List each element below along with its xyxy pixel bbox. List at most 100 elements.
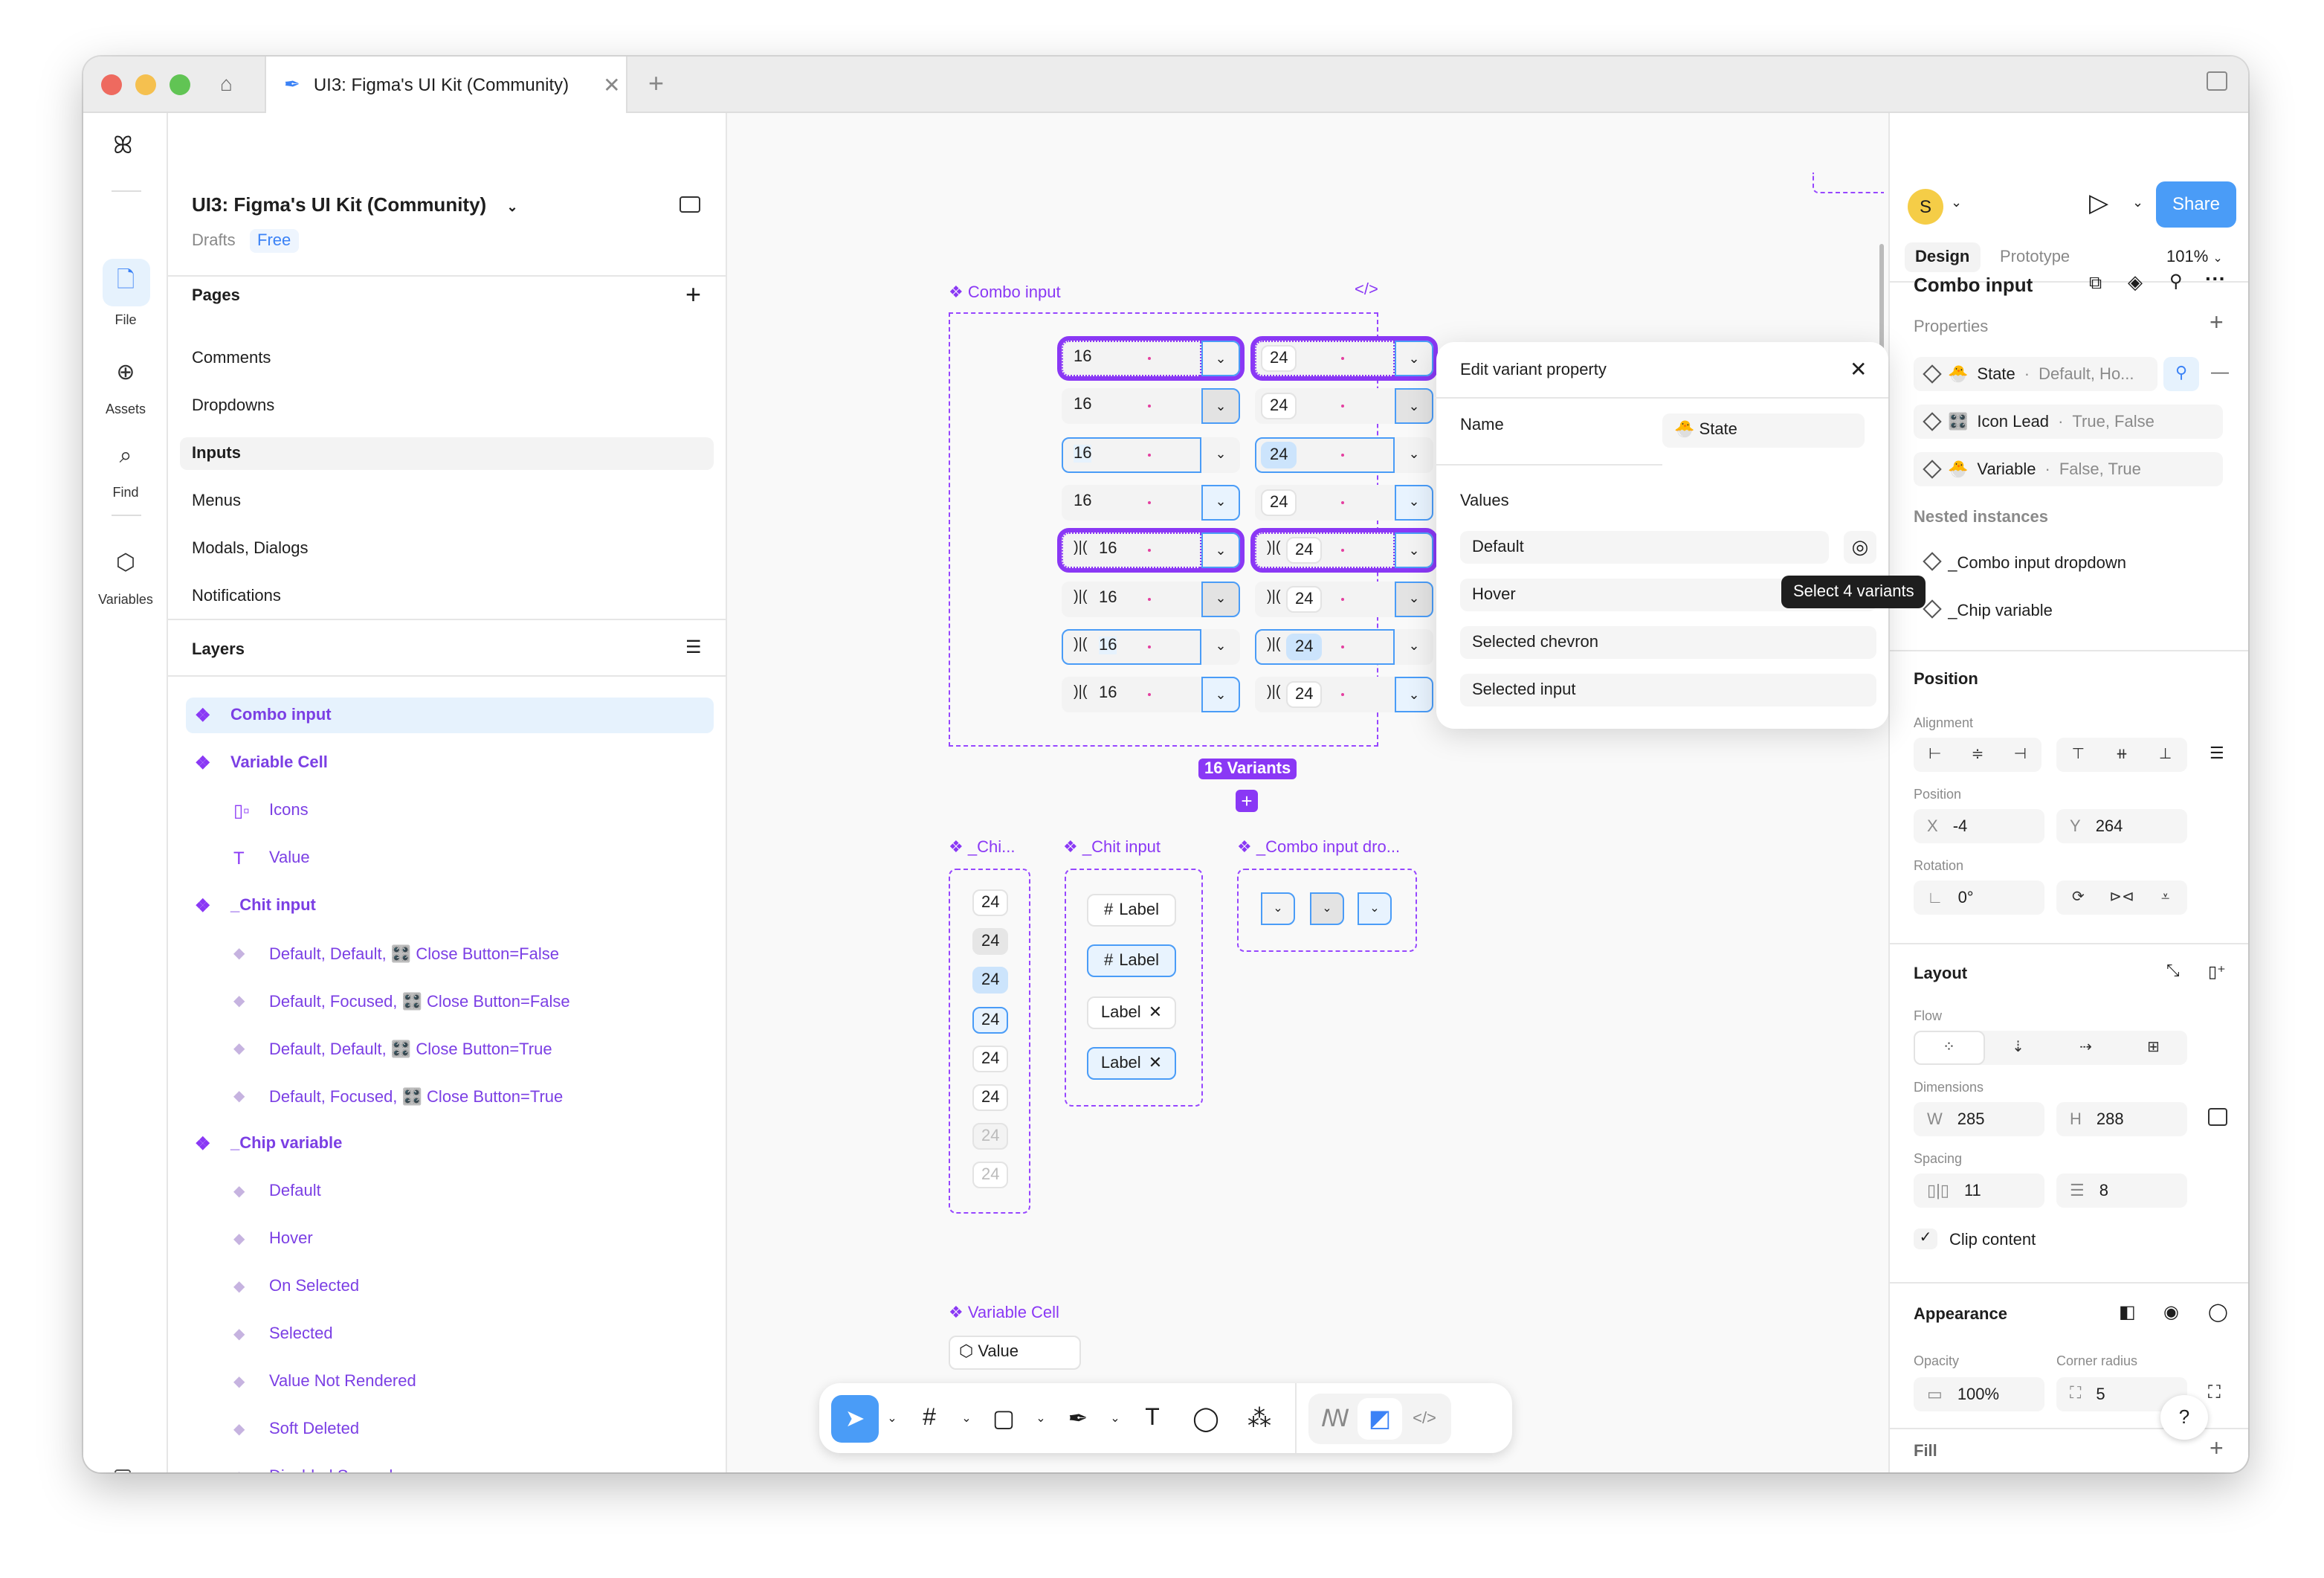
edit-property-icon[interactable]: ⚲ bbox=[2163, 357, 2199, 391]
chevron-down-icon[interactable]: ⌄ bbox=[1215, 446, 1227, 462]
file-tab[interactable]: ✒ UI3: Figma's UI Kit (Community) ✕ bbox=[265, 57, 627, 113]
combo-input-instance[interactable]: 24 ⌄ bbox=[1250, 336, 1438, 381]
combo-input-frame-label[interactable]: ❖ Combo input bbox=[949, 284, 1061, 302]
horizontal-gap-input[interactable]: ▯|▯ 11 bbox=[1914, 1173, 2044, 1208]
combo-input-instance[interactable]: 24 ⌄ bbox=[1255, 437, 1433, 473]
x-input[interactable]: X -4 bbox=[1914, 809, 2044, 843]
combo-input-instance[interactable]: )|(16 ⌄ bbox=[1057, 528, 1245, 573]
layer-item[interactable]: ◆ On Selected bbox=[186, 1269, 714, 1304]
chevron-down-icon[interactable]: ⌄ bbox=[1395, 484, 1433, 521]
chevron-down-icon[interactable]: ⌄ bbox=[1201, 388, 1240, 425]
pen-tool-icon[interactable]: ✒ bbox=[1068, 1406, 1088, 1432]
add-property-icon[interactable]: + bbox=[2210, 311, 2224, 336]
share-button[interactable]: Share bbox=[2156, 181, 2236, 228]
adjust-icon[interactable]: ⚲ bbox=[2169, 271, 2183, 292]
chip-variable-instance[interactable]: 24 bbox=[972, 1162, 1009, 1189]
layer-item[interactable]: ❖ _Chit input bbox=[186, 888, 714, 924]
variants-badge[interactable]: 16 Variants bbox=[1198, 759, 1297, 779]
chevron-down-icon[interactable]: ⌄ bbox=[961, 1411, 972, 1425]
property-icon-lead[interactable]: 🎛️ Icon Lead · True, False bbox=[1914, 405, 2223, 439]
chip-variable-instance[interactable]: 24 bbox=[972, 1084, 1009, 1111]
chevron-down-icon[interactable]: ⌄ bbox=[1395, 532, 1433, 569]
chevron-down-icon[interactable]: ⌄ bbox=[1201, 484, 1240, 521]
chevron-down-icon[interactable]: ⌄ bbox=[1951, 195, 1963, 210]
rail-item-assets[interactable]: ⊕ Assets bbox=[83, 348, 168, 416]
code-icon[interactable]: </> bbox=[1355, 281, 1378, 299]
property-state[interactable]: 🐣 State · Default, Ho... bbox=[1914, 357, 2157, 391]
layer-item[interactable]: ◆ Default bbox=[186, 1173, 714, 1209]
layer-item[interactable]: ◆ Hover bbox=[186, 1221, 714, 1257]
combo-input-instance[interactable]: )|(16 ⌄ bbox=[1062, 581, 1240, 616]
transform-buttons[interactable]: ⟳ ⊳⊲ ⩡ bbox=[2056, 880, 2187, 915]
width-input[interactable]: W 285 bbox=[1914, 1102, 2044, 1136]
chit-input-label[interactable]: ❖ _Chit input bbox=[1063, 839, 1161, 857]
page-item[interactable]: Notifications bbox=[192, 587, 281, 605]
plan-badge[interactable]: Free bbox=[250, 229, 299, 253]
variable-cell[interactable]: ⬡ Value bbox=[949, 1336, 1081, 1370]
help-button[interactable]: ? bbox=[2160, 1395, 2208, 1440]
chevron-down-icon[interactable]: ⌄ bbox=[1201, 677, 1240, 713]
variable-mode-icon[interactable]: ◧ bbox=[2119, 1301, 2136, 1322]
close-icon[interactable]: ✕ bbox=[1850, 357, 1868, 381]
input-area[interactable] bbox=[1255, 532, 1395, 569]
page-item[interactable]: Dropdowns bbox=[192, 397, 275, 415]
layer-item[interactable]: ◆ Disabled Secondary bbox=[186, 1459, 714, 1472]
vertical-gap-input[interactable]: ☰ 8 bbox=[2056, 1173, 2187, 1208]
combo-input-instance[interactable]: )|(24 ⌄ bbox=[1255, 677, 1433, 713]
file-title[interactable]: UI3: Figma's UI Kit (Community) ⌄ bbox=[192, 193, 518, 216]
y-input[interactable]: Y 264 bbox=[2056, 809, 2187, 843]
vertical-scrollbar[interactable] bbox=[1879, 244, 1884, 400]
rail-item-file[interactable]: 🗋 File bbox=[83, 259, 168, 327]
combo-input-instance[interactable]: )|(24 ⌄ bbox=[1255, 628, 1433, 665]
combo-input-instance[interactable]: 16 ⌄ bbox=[1062, 437, 1240, 473]
chip-variable-label[interactable]: ❖ _Chi... bbox=[949, 839, 1016, 857]
chevron-down-icon[interactable]: ⌄ bbox=[1395, 341, 1433, 376]
chit-input-instance[interactable]: # Label bbox=[1087, 894, 1176, 927]
combo-input-instance[interactable]: )|(16 ⌄ bbox=[1062, 628, 1240, 665]
chevron-down-icon[interactable]: ⌄ bbox=[1395, 677, 1433, 713]
chevron-down-icon[interactable]: ⌄ bbox=[1395, 388, 1433, 425]
chevron-down-icon[interactable]: ⌄ bbox=[1201, 532, 1240, 569]
close-window-button[interactable] bbox=[101, 74, 122, 95]
rail-item-find[interactable]: ⌕ Find bbox=[83, 431, 168, 500]
maximize-window-button[interactable] bbox=[170, 74, 190, 95]
figma-logo-icon[interactable]: ꕤ bbox=[113, 134, 133, 159]
combo-input-instance[interactable]: 16 ⌄ bbox=[1062, 484, 1240, 521]
combo-input-instance[interactable]: )|(24 ⌄ bbox=[1250, 528, 1438, 573]
more-icon[interactable]: ··· bbox=[2205, 266, 2226, 290]
dropdown-hover[interactable]: ⌄ bbox=[1310, 892, 1344, 925]
page-item[interactable]: Comments bbox=[192, 350, 271, 367]
layer-item[interactable]: ▯▫ Icons bbox=[186, 793, 714, 828]
layer-item[interactable]: ◆ Value Not Rendered bbox=[186, 1364, 714, 1400]
chit-input-set[interactable] bbox=[1065, 869, 1203, 1107]
comment-tool-icon[interactable]: ◯ bbox=[1192, 1406, 1219, 1432]
move-tool-icon[interactable]: ➤ bbox=[831, 1394, 879, 1442]
add-page-icon[interactable]: + bbox=[685, 280, 702, 309]
tab-design[interactable]: Design bbox=[1905, 242, 1981, 272]
independent-corners-icon[interactable]: ⛶ bbox=[2208, 1382, 2221, 1403]
input-area[interactable] bbox=[1255, 341, 1395, 376]
combo-input-instance[interactable]: 16 ⌄ bbox=[1062, 388, 1240, 425]
collapse-layers-icon[interactable]: ☰ bbox=[685, 637, 702, 657]
chevron-down-icon[interactable]: ⌄ bbox=[1201, 341, 1240, 376]
chip-variable-instance[interactable]: 24 bbox=[972, 1045, 1009, 1072]
layer-item[interactable]: ◆ Default, Focused, 🎛️ Close Button=True bbox=[186, 1078, 714, 1114]
chevron-down-icon[interactable]: ⌄ bbox=[887, 1411, 897, 1425]
new-tab-icon[interactable]: + bbox=[648, 68, 665, 98]
chevron-down-icon[interactable]: ⌄ bbox=[1408, 638, 1420, 654]
add-variant-button[interactable]: + bbox=[1236, 790, 1258, 812]
remove-property-icon[interactable]: — bbox=[2211, 361, 2229, 382]
layer-item[interactable]: ❖ _Chip variable bbox=[186, 1126, 714, 1162]
opacity-input[interactable]: ▭ 100% bbox=[1914, 1377, 2044, 1411]
variable-cell-label[interactable]: ❖ Variable Cell bbox=[949, 1304, 1059, 1322]
dev-mode-icon[interactable]: </> bbox=[1413, 1409, 1436, 1427]
combo-dropdown-set[interactable] bbox=[1237, 869, 1417, 952]
target-icon[interactable]: ◎ bbox=[1844, 531, 1876, 564]
property-variable[interactable]: 🐣 Variable · False, True bbox=[1914, 452, 2223, 486]
combo-input-instance[interactable]: 24 ⌄ bbox=[1255, 388, 1433, 425]
layer-item[interactable]: ◆ Default, Focused, 🎛️ Close Button=False bbox=[186, 983, 714, 1019]
component-diamond-icon[interactable]: ◈ bbox=[2128, 271, 2143, 293]
panel-layout-icon[interactable] bbox=[680, 196, 700, 213]
layer-item[interactable]: ◆ Selected bbox=[186, 1316, 714, 1352]
avatar[interactable]: S bbox=[1908, 189, 1943, 225]
